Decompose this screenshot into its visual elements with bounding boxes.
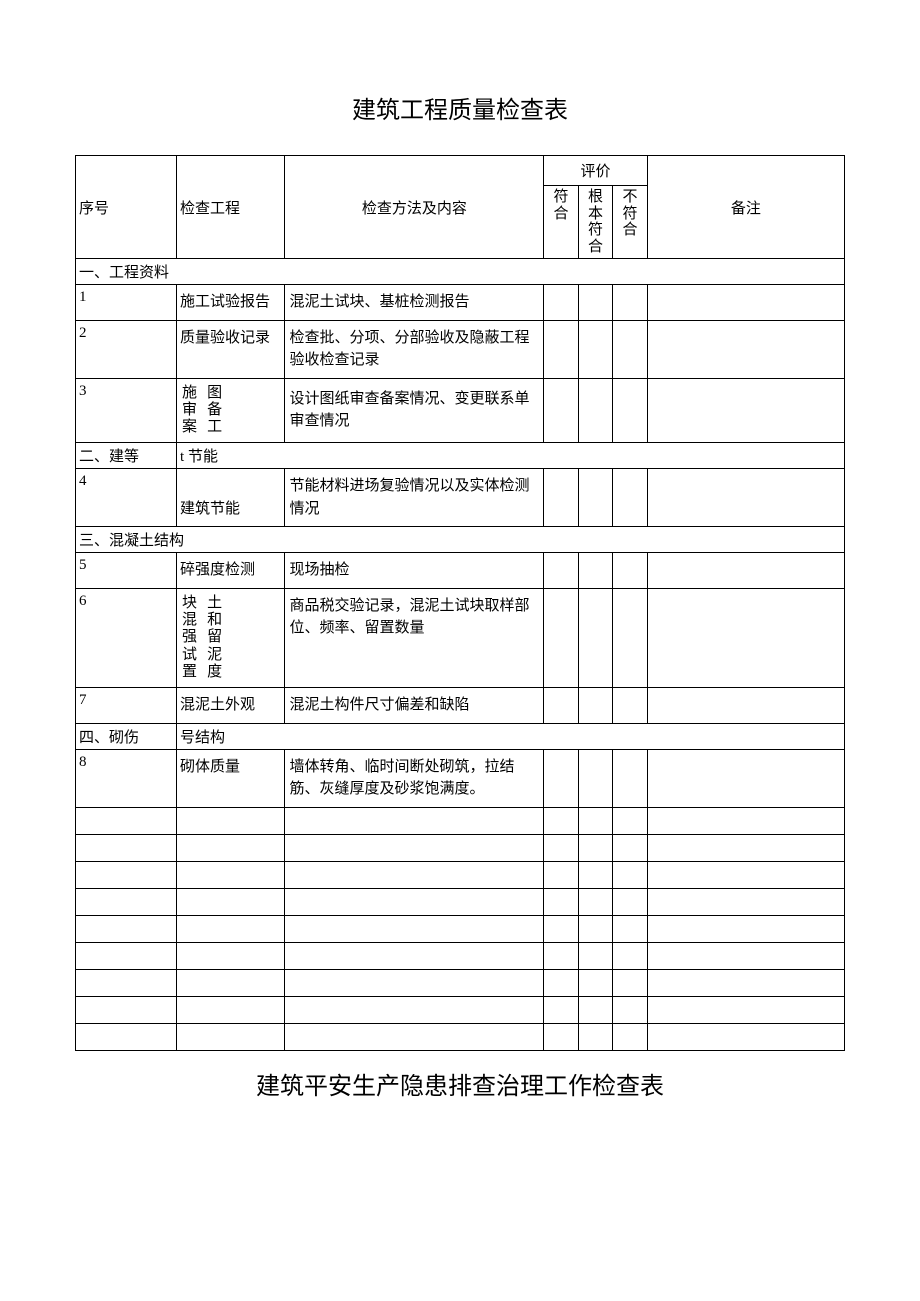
section-header: 二、建等 t 节能 — [76, 443, 845, 469]
cell-eval-basic — [578, 378, 613, 443]
header-method: 检查方法及内容 — [285, 156, 544, 259]
table-row-empty — [76, 942, 845, 969]
table-row: 6 块混强试置 土和留泥度 商品税交验记录，混泥土试块取样部位、频率、留置数量 — [76, 588, 845, 687]
table-row: 7 混泥土外观 混泥土构件尺寸偏差和缺陷 — [76, 688, 845, 724]
cell-method: 混泥土构件尺寸偏差和缺陷 — [285, 688, 544, 724]
cell-project: 砌体质量 — [177, 749, 285, 807]
cell-eval-not — [613, 553, 648, 589]
cell-method: 墙体转角、临时间断处砌筑，拉结筋、灰缝厚度及砂浆饱满度。 — [285, 749, 544, 807]
cell-eval-not — [613, 588, 648, 687]
section-label: 一、工程资料 — [76, 259, 845, 285]
cell-note — [647, 749, 844, 807]
cell-eval-conform — [544, 553, 579, 589]
header-eval-basic: 根本符合 — [578, 186, 613, 259]
cell-seq: 7 — [76, 688, 177, 724]
cell-eval-not — [613, 378, 648, 443]
cell-seq: 6 — [76, 588, 177, 687]
section-label-prefix: 二、建等 — [76, 443, 177, 469]
table-row-empty — [76, 807, 845, 834]
table-row: 2 质量验收记录 检查批、分项、分部验收及隐蔽工程验收检查记录 — [76, 320, 845, 378]
table-row-empty — [76, 834, 845, 861]
header-evaluation: 评价 — [544, 156, 648, 186]
cell-eval-conform — [544, 588, 579, 687]
cell-note — [647, 688, 844, 724]
cell-seq: 8 — [76, 749, 177, 807]
cell-note — [647, 588, 844, 687]
section-label-suffix: 号结构 — [177, 723, 845, 749]
table-row: 3 施审案 图备工 设计图纸审查备案情况、变更联系单审查情况 — [76, 378, 845, 443]
cell-project: 混泥土外观 — [177, 688, 285, 724]
header-eval-not: 不符合 — [613, 186, 648, 259]
cell-project: 施审案 图备工 — [177, 378, 285, 443]
cell-project: 质量验收记录 — [177, 320, 285, 378]
table-row-empty — [76, 888, 845, 915]
table-row: 4 建筑节能 节能材料进场复验情况以及实体检测情况 — [76, 469, 845, 527]
section-label-suffix: t 节能 — [177, 443, 845, 469]
cell-note — [647, 285, 844, 321]
cell-project: 块混强试置 土和留泥度 — [177, 588, 285, 687]
cell-seq: 2 — [76, 320, 177, 378]
table-row: 8 砌体质量 墙体转角、临时间断处砌筑，拉结筋、灰缝厚度及砂浆饱满度。 — [76, 749, 845, 807]
table-row-empty — [76, 915, 845, 942]
cell-eval-basic — [578, 553, 613, 589]
table-row-empty — [76, 996, 845, 1023]
cell-seq: 4 — [76, 469, 177, 527]
section-label: 三、混凝土结构 — [76, 527, 845, 553]
cell-method: 现场抽检 — [285, 553, 544, 589]
cell-method: 混泥土试块、基桩检测报告 — [285, 285, 544, 321]
cell-eval-basic — [578, 469, 613, 527]
header-eval-conform: 符合 — [544, 186, 579, 259]
cell-project: 施工试验报告 — [177, 285, 285, 321]
cell-eval-not — [613, 285, 648, 321]
cell-eval-conform — [544, 320, 579, 378]
cell-note — [647, 320, 844, 378]
cell-eval-basic — [578, 320, 613, 378]
cell-method: 检查批、分项、分部验收及隐蔽工程验收检查记录 — [285, 320, 544, 378]
cell-seq: 5 — [76, 553, 177, 589]
cell-eval-conform — [544, 378, 579, 443]
cell-project: 建筑节能 — [177, 469, 285, 527]
cell-note — [647, 378, 844, 443]
cell-note — [647, 553, 844, 589]
table-header-row: 序号 检查工程 检查方法及内容 评价 备注 — [76, 156, 845, 186]
section-label-prefix: 四、砌伤 — [76, 723, 177, 749]
table-row: 1 施工试验报告 混泥土试块、基桩检测报告 — [76, 285, 845, 321]
cell-eval-not — [613, 749, 648, 807]
cell-eval-not — [613, 320, 648, 378]
table-row-empty — [76, 861, 845, 888]
cell-eval-not — [613, 688, 648, 724]
cell-eval-conform — [544, 749, 579, 807]
cell-method: 设计图纸审查备案情况、变更联系单审查情况 — [285, 378, 544, 443]
section-header: 一、工程资料 — [76, 259, 845, 285]
cell-eval-basic — [578, 285, 613, 321]
cell-eval-conform — [544, 285, 579, 321]
table-row-empty — [76, 1023, 845, 1050]
cell-seq: 1 — [76, 285, 177, 321]
header-note: 备注 — [647, 156, 844, 259]
quality-check-table: 序号 检查工程 检查方法及内容 评价 备注 符合 根本符合 不符合 一、工程资料… — [75, 155, 845, 1051]
cell-seq: 3 — [76, 378, 177, 443]
section-header: 四、砌伤 号结构 — [76, 723, 845, 749]
table-row-empty — [76, 969, 845, 996]
page-title: 建筑工程质量检查表 — [75, 90, 845, 125]
cell-eval-conform — [544, 688, 579, 724]
cell-eval-not — [613, 469, 648, 527]
page-title-2: 建筑平安生产隐患排查治理工作检查表 — [75, 1066, 845, 1101]
cell-project: 碎强度检测 — [177, 553, 285, 589]
cell-eval-conform — [544, 469, 579, 527]
table-row: 5 碎强度检测 现场抽检 — [76, 553, 845, 589]
cell-method: 节能材料进场复验情况以及实体检测情况 — [285, 469, 544, 527]
cell-eval-basic — [578, 749, 613, 807]
header-project: 检查工程 — [177, 156, 285, 259]
cell-eval-basic — [578, 588, 613, 687]
header-seq: 序号 — [76, 156, 177, 259]
cell-method: 商品税交验记录，混泥土试块取样部位、频率、留置数量 — [285, 588, 544, 687]
cell-eval-basic — [578, 688, 613, 724]
section-header: 三、混凝土结构 — [76, 527, 845, 553]
cell-note — [647, 469, 844, 527]
